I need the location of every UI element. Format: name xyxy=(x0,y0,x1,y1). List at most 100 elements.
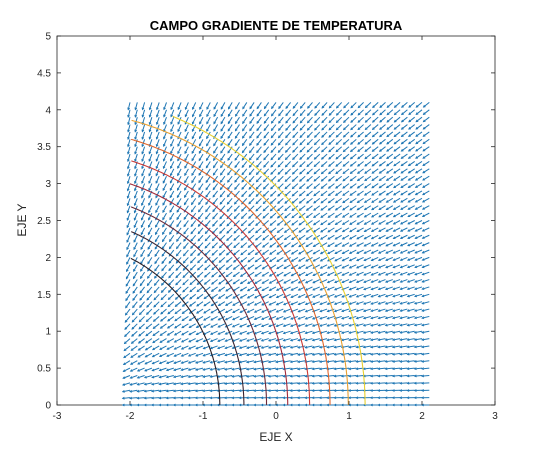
quiver-arrow-head xyxy=(172,403,176,407)
quiver-arrow xyxy=(197,227,204,234)
quiver-arrow-head xyxy=(141,180,144,184)
quiver-arrow-head xyxy=(141,166,144,170)
quiver-arrow-head xyxy=(371,156,375,160)
quiver-arrow-head xyxy=(167,289,171,293)
quiver-arrow-head xyxy=(283,281,287,284)
quiver-arrow-head xyxy=(406,265,410,269)
quiver-arrow xyxy=(292,146,299,153)
quiver-arrow xyxy=(246,352,255,356)
quiver-arrow-head xyxy=(415,112,419,116)
quiver-arrow-head xyxy=(370,323,374,327)
quiver-arrow-head xyxy=(355,309,359,313)
quiver-arrow xyxy=(175,286,182,293)
quiver-arrow xyxy=(371,168,379,174)
quiver-arrow xyxy=(269,271,277,277)
quiver-arrow-head xyxy=(422,104,426,108)
quiver-arrow xyxy=(268,352,277,356)
quiver-arrow xyxy=(239,352,247,356)
quiver-arrow xyxy=(211,286,218,292)
x-tick-label: 2 xyxy=(419,411,425,422)
quiver-arrow xyxy=(184,146,189,154)
quiver-arrow-head xyxy=(198,209,201,213)
quiver-arrow xyxy=(407,308,415,312)
quiver-arrow xyxy=(202,360,211,364)
quiver-arrow-head xyxy=(297,324,301,327)
quiver-arrow xyxy=(283,286,291,291)
quiver-arrow xyxy=(422,124,430,130)
quiver-arrow-head xyxy=(232,303,236,306)
quiver-arrow-head xyxy=(342,178,346,182)
quiver-arrow-head xyxy=(320,229,324,233)
quiver-arrow xyxy=(393,242,401,247)
quiver-arrow-head xyxy=(126,232,130,236)
quiver-arrow-head xyxy=(231,332,235,335)
quiver-arrow xyxy=(247,286,255,292)
quiver-arrow xyxy=(305,367,313,370)
quiver-arrow-head xyxy=(180,375,184,379)
quiver-arrow xyxy=(393,183,401,189)
quiver-arrow xyxy=(144,367,153,372)
quiver-arrow-head xyxy=(127,129,130,133)
quiver-arrow-head xyxy=(277,193,281,197)
quiver-arrow xyxy=(249,139,255,146)
quiver-arrow xyxy=(399,360,408,363)
quiver-arrow-head xyxy=(413,403,417,407)
quiver-arrow xyxy=(283,323,291,327)
quiver-arrow xyxy=(370,382,379,384)
quiver-arrow-head xyxy=(407,229,411,232)
quiver-arrow-head xyxy=(240,267,243,270)
quiver-arrow xyxy=(166,374,174,378)
quiver-arrow-head xyxy=(213,121,216,125)
quiver-arrow-head xyxy=(283,244,287,248)
quiver-arrow xyxy=(348,382,357,384)
quiver-arrow xyxy=(328,102,335,109)
quiver-arrow xyxy=(276,234,284,241)
quiver-arrow xyxy=(226,198,233,205)
x-axis-label: EJE X xyxy=(259,430,292,444)
quiver-arrow xyxy=(342,183,350,189)
quiver-arrow xyxy=(305,308,313,313)
quiver-arrow-head xyxy=(340,396,344,400)
quiver-arrow xyxy=(371,234,379,240)
quiver-arrow-head xyxy=(384,367,388,371)
contour-line xyxy=(131,119,349,405)
quiver-arrow xyxy=(343,109,350,116)
quiver-arrow-head xyxy=(151,354,155,358)
quiver-arrow-head xyxy=(202,360,206,364)
quiver-arrow-head xyxy=(342,156,346,160)
quiver-arrow-head xyxy=(247,266,251,270)
quiver-arrow xyxy=(378,286,386,290)
quiver-arrow-head xyxy=(299,149,303,153)
quiver-arrow xyxy=(138,316,145,323)
quiver-arrow xyxy=(224,374,233,378)
quiver-arrow-head xyxy=(312,251,316,255)
quiver-arrow-head xyxy=(413,396,417,400)
quiver-arrow-head xyxy=(399,367,403,371)
quiver-arrow xyxy=(248,175,255,183)
quiver-arrow-head xyxy=(162,232,165,235)
quiver-arrow-head xyxy=(199,106,202,110)
quiver-arrow xyxy=(407,374,415,377)
quiver-arrow-head xyxy=(421,265,425,269)
quiver-arrow xyxy=(341,271,350,276)
quiver-arrow-head xyxy=(144,361,148,365)
quiver-arrow-head xyxy=(326,389,330,392)
quiver-arrow xyxy=(220,146,226,154)
quiver-arrow xyxy=(307,116,313,124)
quiver-arrow xyxy=(414,242,423,247)
quiver-arrow-head xyxy=(422,126,426,130)
quiver-arrow xyxy=(247,264,255,270)
quiver-arrow-head xyxy=(148,188,151,192)
quiver-arrow xyxy=(197,249,204,256)
quiver-arrow xyxy=(407,279,415,283)
quiver-arrow xyxy=(188,330,196,336)
quiver-arrow-head xyxy=(188,339,192,343)
quiver-arrow-head xyxy=(377,403,381,407)
quiver-arrow-head xyxy=(177,173,180,177)
quiver-arrow xyxy=(292,131,299,138)
quiver-arrow-head xyxy=(187,361,191,364)
quiver-arrow xyxy=(205,153,211,161)
quiver-arrow-head xyxy=(407,156,411,159)
quiver-arrow-head xyxy=(297,266,301,269)
quiver-arrow xyxy=(181,338,189,343)
